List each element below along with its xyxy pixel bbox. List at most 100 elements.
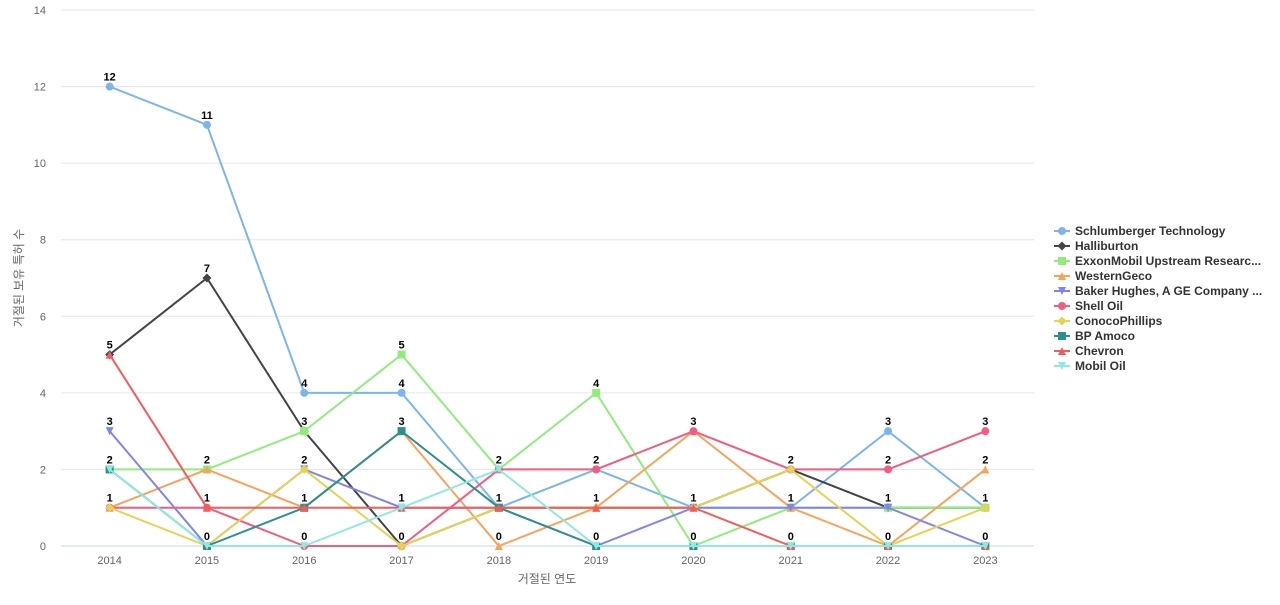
data-point (980, 503, 990, 513)
data-point (786, 503, 795, 512)
data-label: 0 (204, 531, 210, 543)
legend-item[interactable]: WesternGeco (1054, 269, 1152, 283)
y-tick-label: 6 (40, 311, 46, 323)
data-point (397, 350, 406, 359)
legend-label: ConocoPhillips (1075, 314, 1163, 328)
data-point (397, 503, 406, 512)
series-mobil-oil[interactable] (105, 465, 990, 550)
legend-symbol (1058, 272, 1066, 280)
data-label: 2 (107, 454, 113, 466)
data-label: 4 (398, 378, 405, 390)
legend-item[interactable]: ExxonMobil Upstream Researc... (1054, 254, 1261, 268)
data-point (300, 427, 309, 436)
data-point (981, 427, 990, 436)
x-tick-label: 2021 (779, 555, 803, 567)
y-tick-label: 0 (40, 541, 46, 553)
legend-label: Baker Hughes, A GE Company ... (1075, 284, 1262, 298)
legend-label: WesternGeco (1075, 269, 1152, 283)
legend-symbol (1058, 362, 1066, 370)
data-point (981, 465, 990, 474)
data-point (689, 503, 698, 512)
data-point (689, 427, 698, 436)
legend-item[interactable]: Chevron (1054, 344, 1124, 358)
legend-label: Mobil Oil (1075, 359, 1126, 373)
x-tick-label: 2023 (973, 555, 997, 567)
legend-item[interactable]: Mobil Oil (1054, 359, 1126, 373)
data-labels: 1253211172104321054310210421031021032103… (104, 72, 989, 543)
data-point (202, 273, 212, 283)
legend-item[interactable]: BP Amoco (1054, 329, 1135, 343)
legend-symbol (1058, 287, 1066, 295)
data-label: 3 (301, 416, 307, 428)
series-line (108, 85, 987, 509)
x-tick-label: 2017 (389, 555, 413, 567)
legend-label: Shell Oil (1075, 299, 1123, 313)
data-point (689, 542, 698, 550)
x-axis-title: 거절된 연도 (518, 572, 577, 586)
legend-symbol (1058, 227, 1066, 235)
x-tick-label: 2014 (97, 555, 121, 567)
data-label: 1 (690, 493, 696, 505)
data-label: 0 (496, 531, 502, 543)
data-point (884, 465, 893, 474)
data-label: 1 (788, 493, 794, 505)
y-tick-label: 12 (34, 82, 46, 94)
data-point (202, 120, 211, 129)
data-point (884, 503, 893, 512)
data-point (105, 503, 115, 513)
series-lines (105, 82, 990, 551)
data-label: 1 (301, 493, 307, 505)
legend-item[interactable]: Baker Hughes, A GE Company ... (1054, 284, 1262, 298)
data-label: 11 (201, 110, 213, 122)
data-label: 2 (496, 454, 502, 466)
legend-item[interactable]: Schlumberger Technology (1054, 224, 1226, 238)
x-tick-label: 2018 (487, 555, 511, 567)
data-point (592, 542, 601, 550)
legend-symbol (1058, 257, 1066, 265)
x-tick-label: 2016 (292, 555, 316, 567)
data-point (981, 542, 990, 550)
data-label: 3 (398, 416, 404, 428)
data-point (300, 503, 309, 512)
y-tick-label: 4 (40, 388, 46, 400)
data-label: 7 (204, 263, 210, 275)
legend[interactable]: Schlumberger TechnologyHalliburtonExxonM… (1054, 224, 1262, 373)
legend-symbol (1057, 241, 1067, 251)
data-label: 5 (398, 340, 404, 352)
x-tick-label: 2019 (584, 555, 608, 567)
y-tick-label: 2 (40, 464, 46, 476)
data-label: 2 (982, 454, 988, 466)
data-label: 0 (593, 531, 599, 543)
data-label: 3 (885, 416, 891, 428)
data-label: 1 (398, 493, 404, 505)
y-tick-label: 8 (40, 235, 46, 247)
legend-item[interactable]: Halliburton (1054, 239, 1138, 253)
data-point (884, 427, 893, 436)
data-point (592, 503, 601, 512)
data-point (300, 542, 309, 550)
data-point (884, 542, 893, 550)
legend-label: Chevron (1075, 344, 1124, 358)
data-point (202, 503, 211, 512)
legend-item[interactable]: ConocoPhillips (1054, 314, 1163, 328)
data-point (300, 388, 309, 397)
series-line (108, 353, 987, 547)
x-tick-label: 2015 (195, 555, 219, 567)
data-label: 1 (885, 493, 891, 505)
legend-item[interactable]: Shell Oil (1054, 299, 1123, 313)
series-schlumberger-technology[interactable] (105, 82, 990, 512)
data-label: 3 (690, 416, 696, 428)
series-line (108, 277, 987, 547)
data-point (494, 503, 503, 512)
y-tick-label: 10 (34, 158, 46, 170)
data-label: 1 (496, 493, 502, 505)
legend-symbol (1057, 316, 1067, 326)
x-tick-label: 2022 (876, 555, 900, 567)
y-axis-title: 거절된 보유 특허 수 (12, 229, 26, 327)
data-point (592, 388, 601, 397)
gridlines (61, 9, 1034, 547)
data-label: 3 (107, 416, 113, 428)
data-point (299, 464, 309, 474)
series-line (108, 353, 987, 547)
